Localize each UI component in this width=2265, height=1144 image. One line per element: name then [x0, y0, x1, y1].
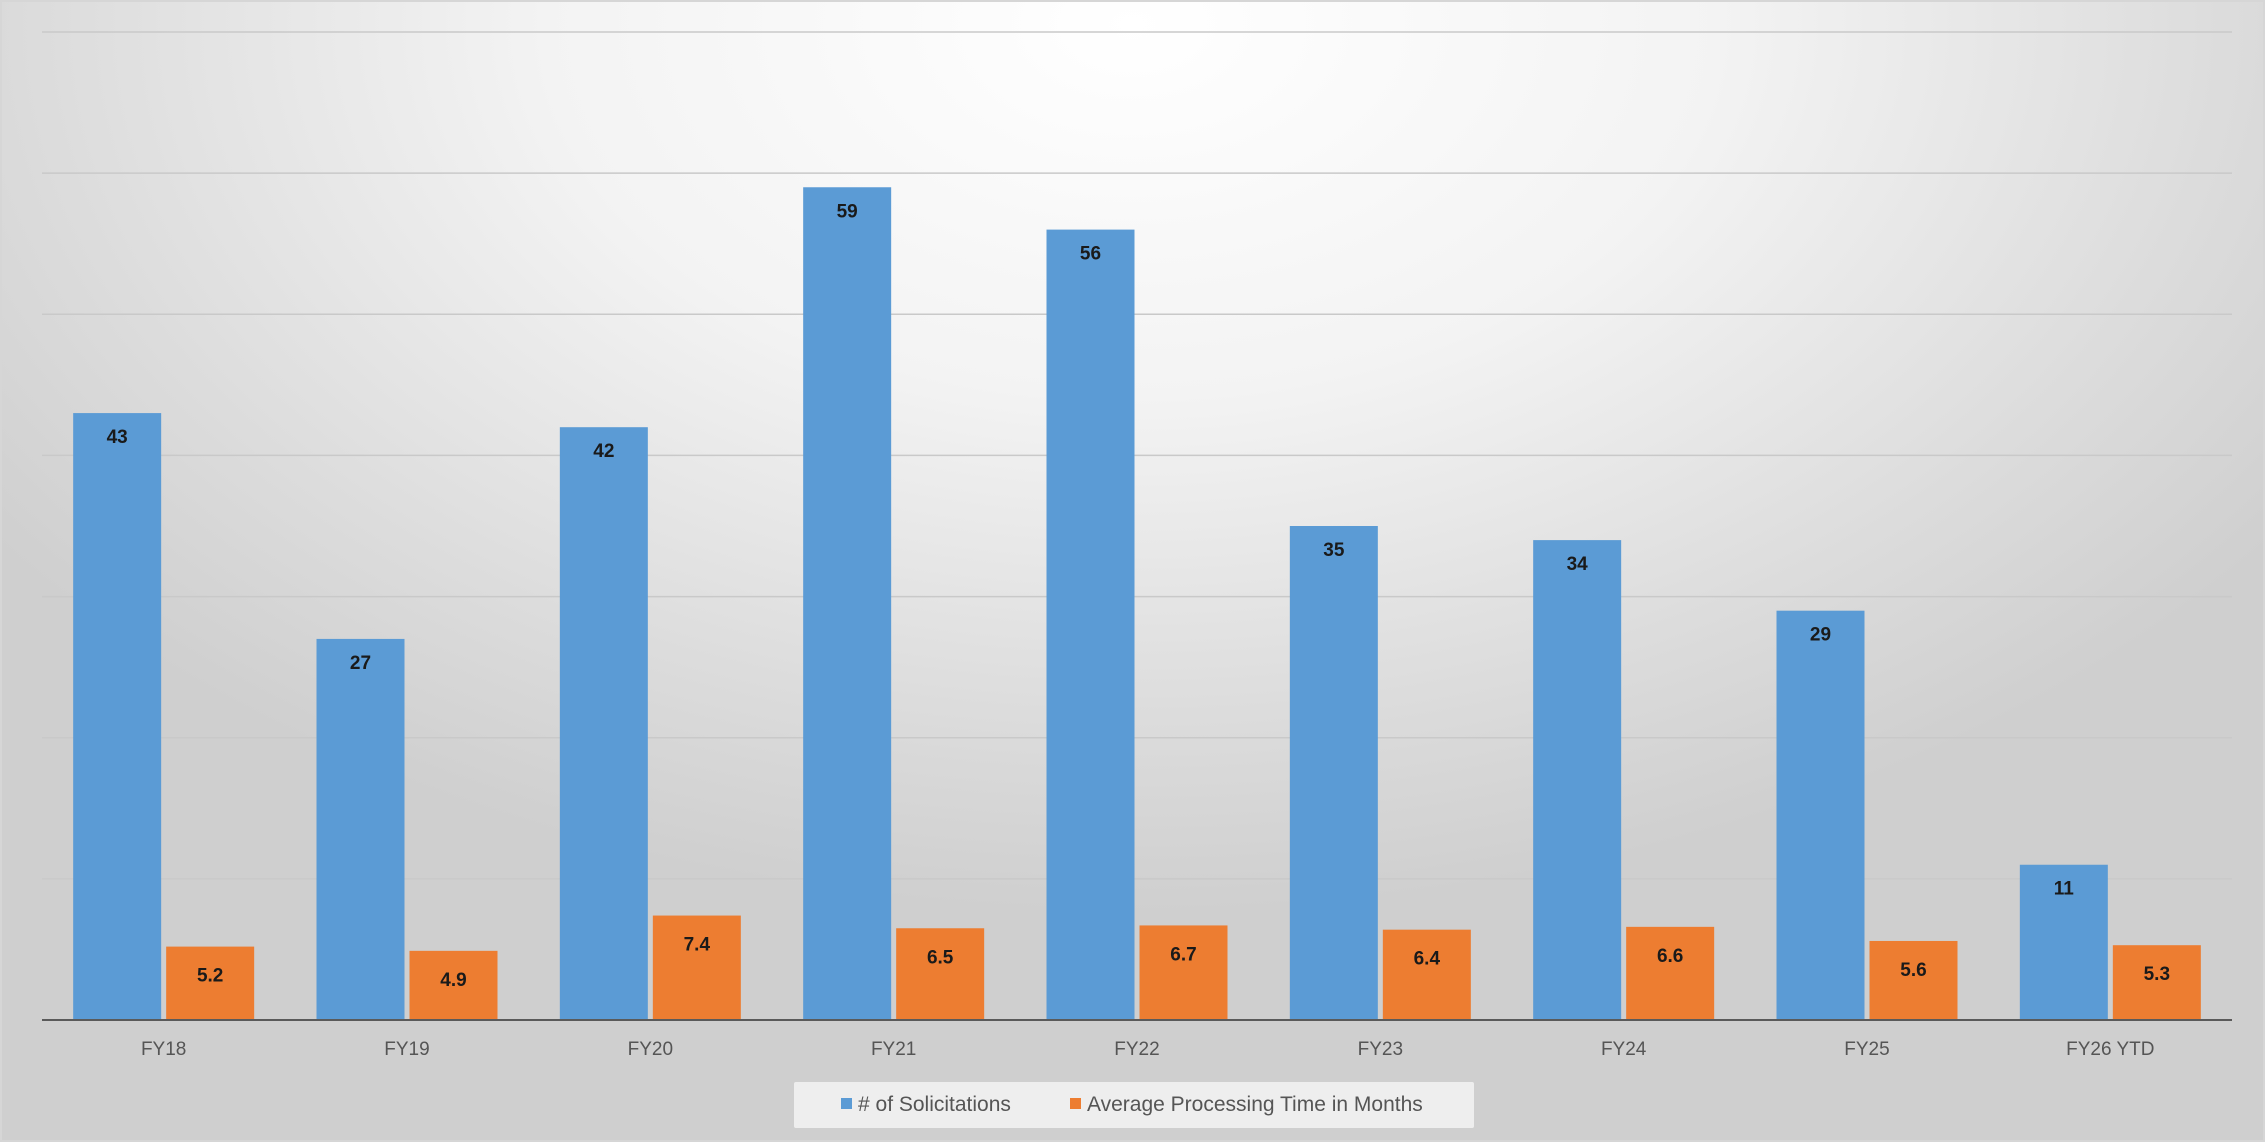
- bar-processing-time: [896, 928, 985, 1020]
- data-label-processing-time: 6.4: [1414, 949, 1441, 970]
- bar-processing-time: [1869, 940, 1958, 1020]
- data-label-processing-time: 6.7: [1170, 944, 1196, 965]
- bar-processing-time: [2112, 945, 2201, 1020]
- bar-processing-time: [652, 915, 741, 1020]
- bar-solicitations: [1289, 526, 1378, 1020]
- data-label-processing-time: 5.6: [1900, 960, 1926, 981]
- data-label-solicitations: 29: [1810, 625, 1831, 646]
- legend: # of Solicitations Average Processing Tim…: [794, 1082, 1474, 1128]
- x-tick-label: FY20: [628, 1039, 673, 1060]
- data-label-solicitations: 34: [1567, 554, 1589, 575]
- x-tick-label: FY18: [141, 1039, 186, 1060]
- legend-label-processing-time: Average Processing Time in Months: [1087, 1093, 1423, 1116]
- bar-solicitations: [1776, 610, 1865, 1020]
- bar-processing-time: [1626, 926, 1715, 1020]
- bar-solicitations: [1046, 229, 1135, 1021]
- data-label-solicitations: 27: [350, 653, 371, 674]
- data-label-processing-time: 5.3: [2144, 964, 2170, 985]
- data-label-solicitations: 11: [2054, 879, 2075, 900]
- bar-processing-time: [1139, 925, 1228, 1020]
- legend-label-solicitations: # of Solicitations: [858, 1093, 1011, 1116]
- bar-processing-time: [1382, 929, 1471, 1020]
- bar-solicitations: [2019, 864, 2108, 1020]
- data-label-processing-time: 6.6: [1657, 946, 1683, 967]
- legend-swatch-solicitations: [841, 1098, 852, 1109]
- x-tick-label: FY22: [1114, 1039, 1159, 1060]
- data-label-solicitations: 56: [1080, 244, 1101, 265]
- data-label-processing-time: 7.4: [684, 935, 711, 956]
- legend-box: [794, 1082, 1474, 1128]
- legend-swatch-processing-time: [1070, 1098, 1081, 1109]
- data-label-solicitations: 43: [107, 427, 128, 448]
- data-label-processing-time: 4.9: [440, 970, 466, 991]
- x-tick-label: FY19: [384, 1039, 429, 1060]
- x-tick-label: FY26 YTD: [2066, 1039, 2154, 1060]
- x-tick-label: FY25: [1844, 1039, 1889, 1060]
- data-label-processing-time: 6.5: [927, 947, 954, 968]
- bar-processing-time: [409, 950, 498, 1020]
- x-tick-label: FY24: [1601, 1039, 1647, 1060]
- bar-solicitations: [559, 427, 648, 1020]
- data-label-solicitations: 35: [1323, 540, 1345, 561]
- bar-solicitations: [803, 187, 892, 1020]
- bar-solicitations: [73, 413, 162, 1021]
- bar-processing-time: [166, 946, 255, 1020]
- data-label-processing-time: 5.2: [197, 966, 223, 987]
- bar-solicitations: [316, 638, 405, 1020]
- data-label-solicitations: 59: [837, 201, 858, 222]
- bar-solicitations: [1533, 540, 1622, 1020]
- x-tick-label: FY23: [1358, 1039, 1403, 1060]
- x-tick-label: FY21: [871, 1039, 916, 1060]
- data-label-solicitations: 42: [593, 441, 614, 462]
